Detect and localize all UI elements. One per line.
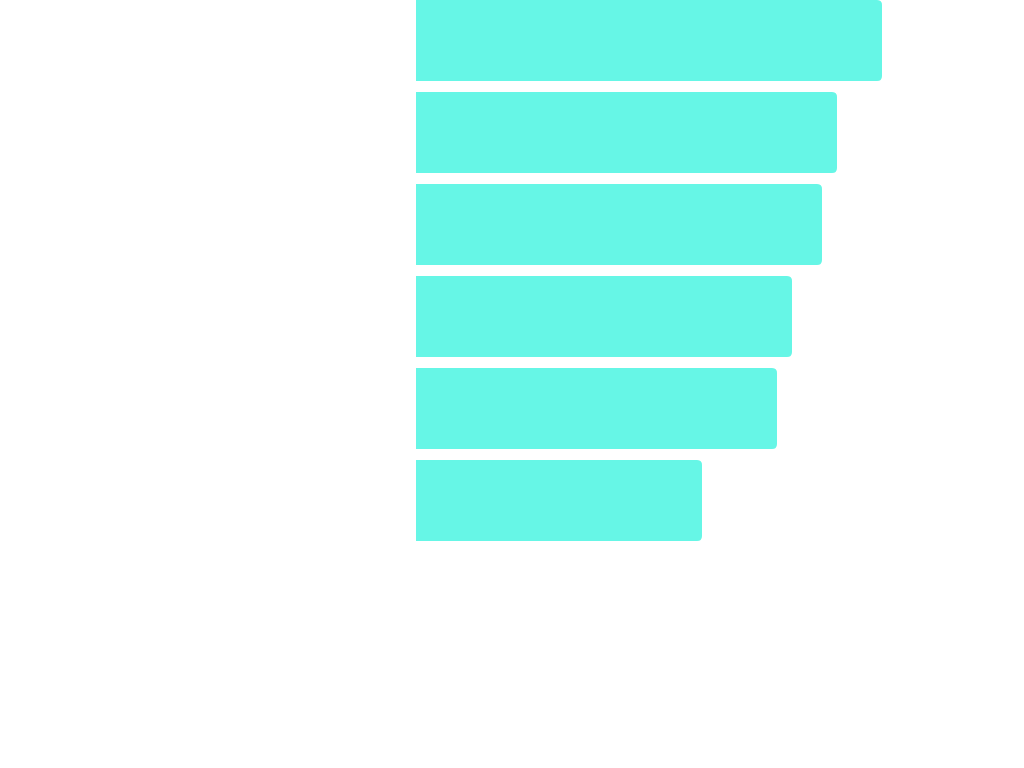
bar-3 (416, 184, 822, 265)
bar-1 (416, 0, 882, 81)
bar-group (416, 0, 882, 541)
bar-4 (416, 276, 792, 357)
bar-6 (416, 460, 702, 541)
bar-5 (416, 368, 777, 449)
bar-2 (416, 92, 837, 173)
